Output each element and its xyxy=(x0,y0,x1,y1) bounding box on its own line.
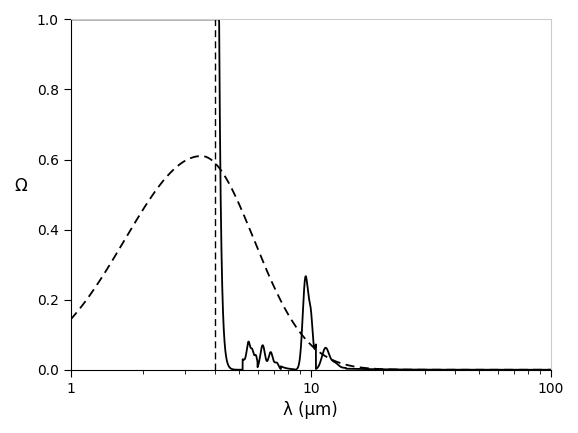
X-axis label: λ (μm): λ (μm) xyxy=(283,401,338,419)
Y-axis label: Ω: Ω xyxy=(14,177,27,194)
